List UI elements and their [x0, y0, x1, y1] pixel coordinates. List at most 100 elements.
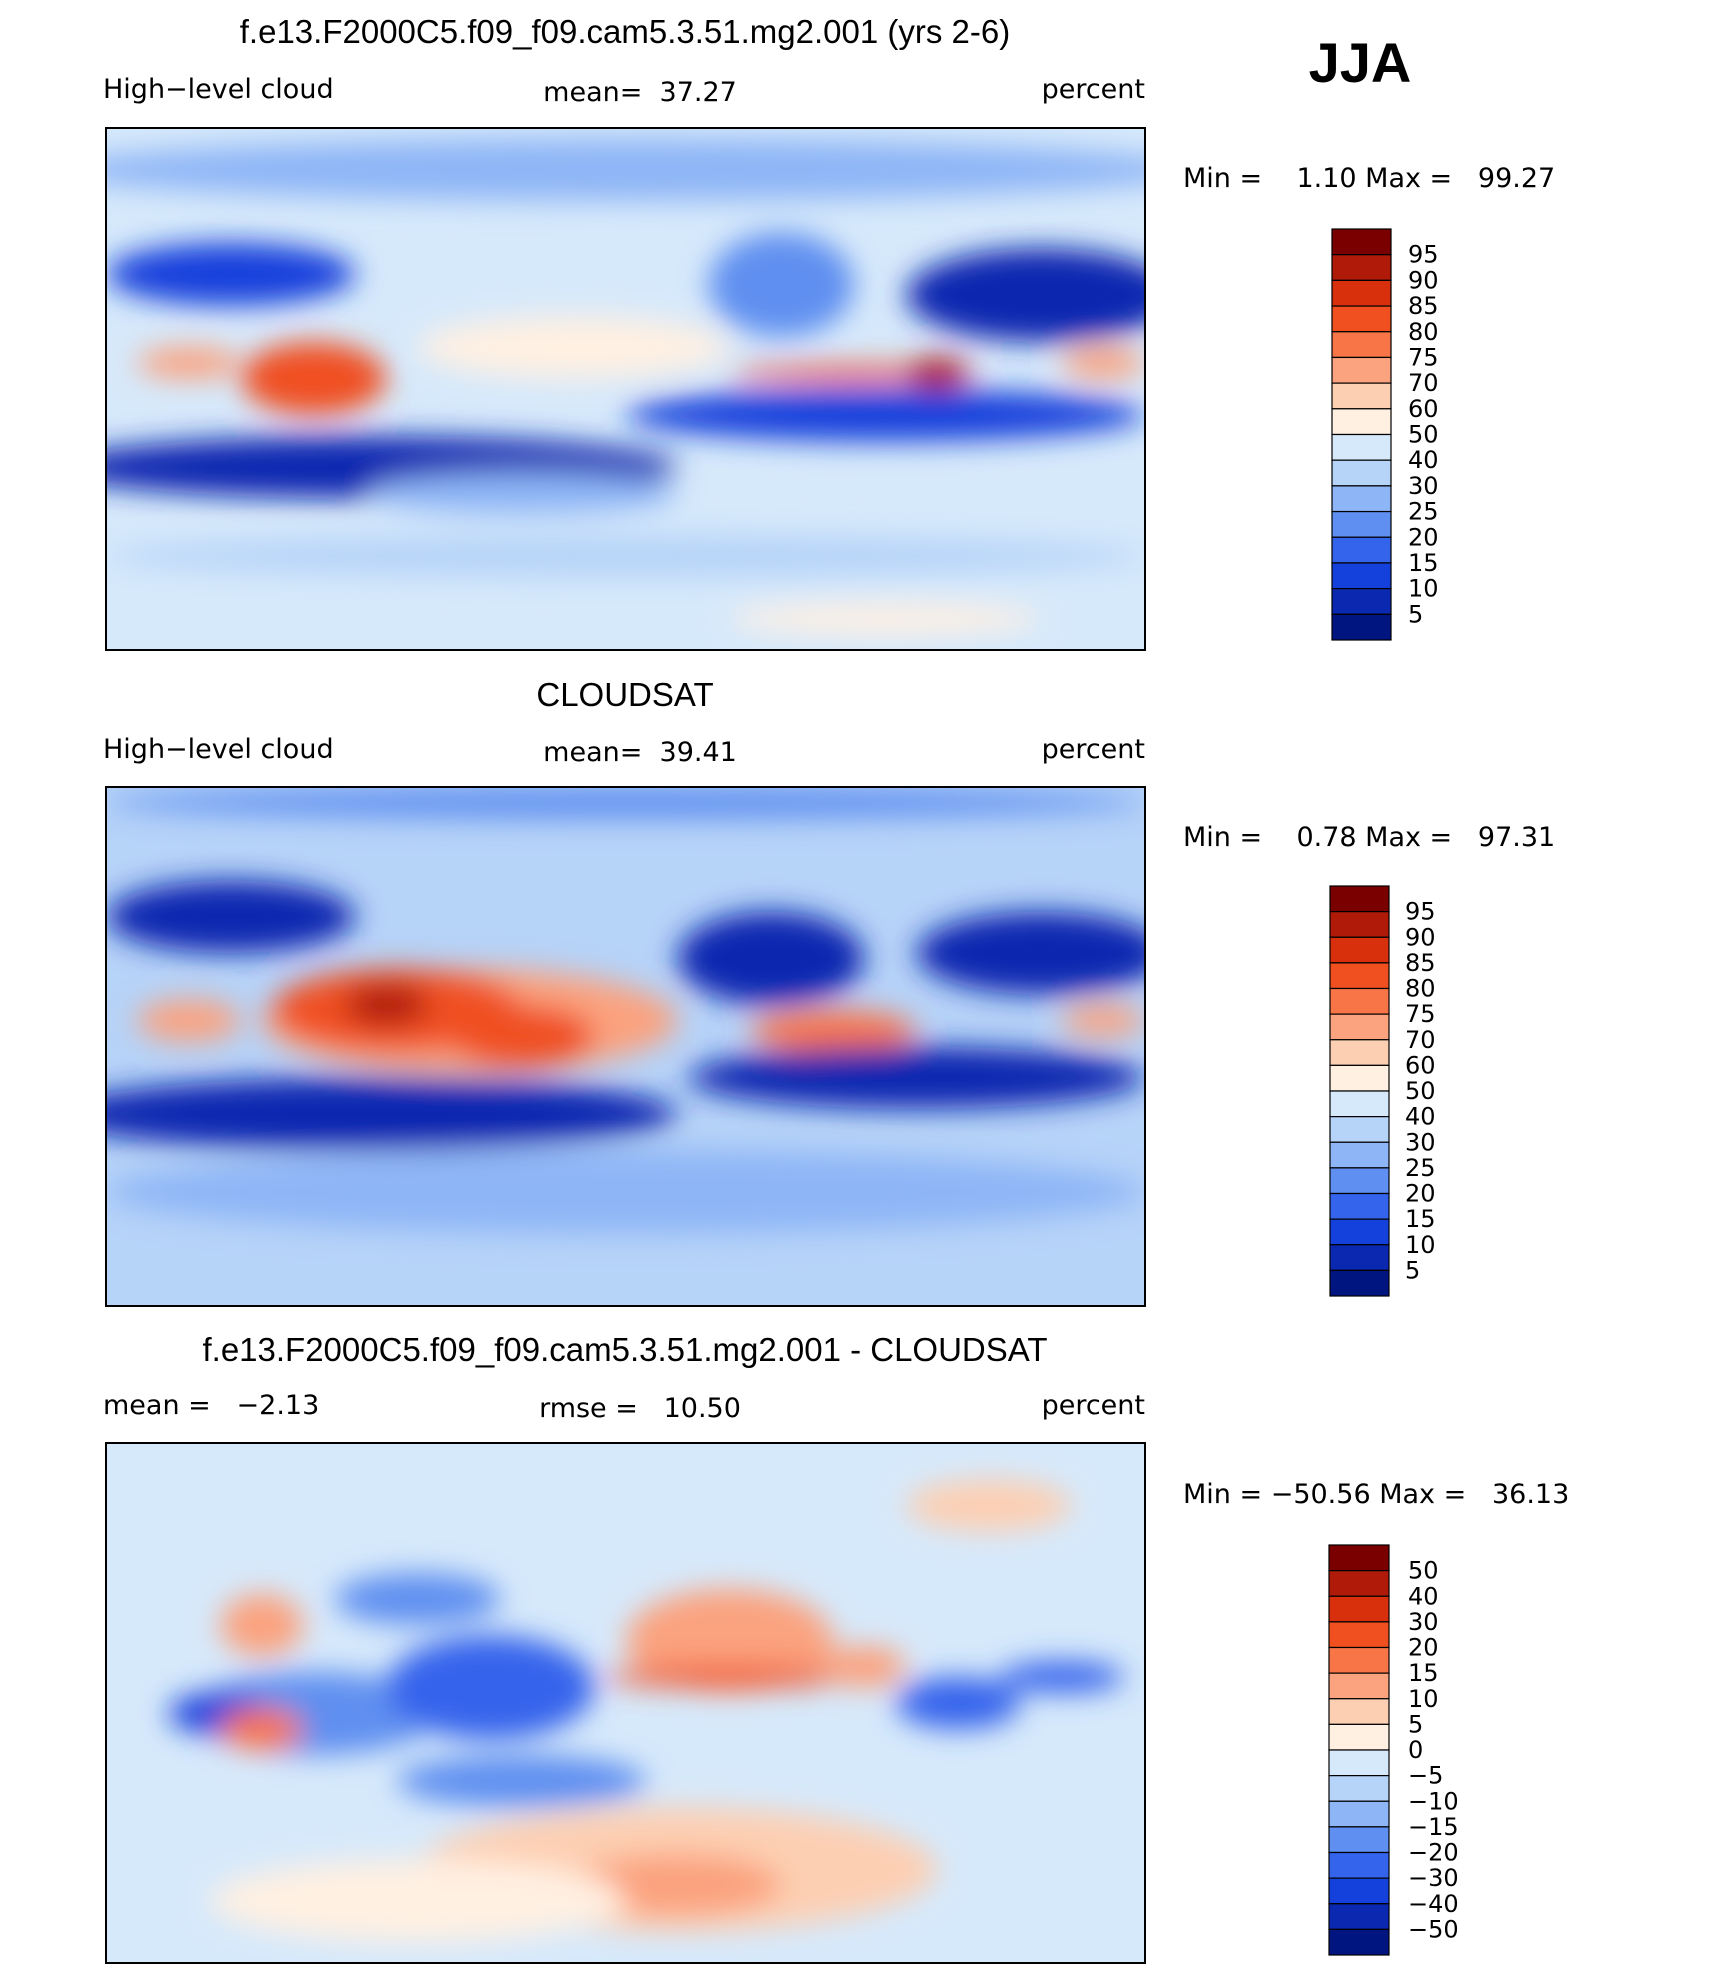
colorbar-box [1328, 1723, 1390, 1751]
min-max: Min = 1.10 Max = 99.27 [1183, 163, 1555, 194]
colorbar-box [1329, 1167, 1390, 1195]
colorbar-box [1328, 1646, 1390, 1674]
field-region [906, 248, 1145, 343]
colorbar-label: 5 [1405, 1256, 1420, 1284]
colorbar-box [1331, 331, 1392, 359]
colorbar-label: 60 [1405, 1051, 1436, 1079]
colorbar-box [1328, 1749, 1390, 1777]
colorbar-box [1331, 305, 1392, 333]
units-label: percent [1042, 1390, 1145, 1421]
field-region [906, 1479, 1073, 1532]
colorbar-label: 75 [1408, 343, 1439, 371]
colorbar-label: −20 [1408, 1839, 1459, 1867]
colorbar-label: −10 [1408, 1787, 1459, 1815]
colorbar-box [1331, 588, 1392, 615]
colorbar-label: 20 [1405, 1180, 1436, 1208]
colorbar-label: 30 [1408, 1608, 1439, 1636]
colorbar-box [1329, 962, 1390, 990]
colorbar-label: 50 [1408, 1557, 1439, 1585]
colorbar-box [1328, 1570, 1390, 1597]
colorbar-box [1331, 382, 1392, 410]
colorbar-label: 15 [1405, 1205, 1436, 1233]
field-region [334, 1573, 501, 1625]
field-region [344, 984, 429, 1026]
colorbar-box [1328, 1800, 1390, 1828]
colorbar-box [1328, 1595, 1390, 1623]
colorbar-box [1328, 1775, 1390, 1802]
left-label: High−level cloud [103, 734, 334, 765]
colorbar-box [1329, 1090, 1390, 1118]
colorbar-box [1331, 562, 1392, 590]
colorbar-box [1329, 911, 1390, 938]
map-field [106, 787, 1145, 1306]
field-region [822, 1645, 907, 1688]
field-region [708, 232, 855, 337]
field-region [106, 242, 356, 306]
field-region [386, 1635, 595, 1740]
colorbar-box [1331, 459, 1392, 487]
colorbar-label: 25 [1408, 498, 1439, 526]
colorbar-box [1331, 485, 1392, 513]
field-region [999, 1661, 1125, 1693]
colorbar-box [1331, 254, 1392, 281]
colorbar-box [1328, 1928, 1390, 1956]
colorbar-label: 75 [1405, 1000, 1436, 1028]
colorbar-label: 40 [1405, 1103, 1436, 1131]
panel-title: f.e13.F2000C5.f09_f09.cam5.3.51.mg2.001 … [202, 1331, 1047, 1368]
field-region [106, 880, 356, 954]
colorbar-box [1329, 1269, 1390, 1297]
colorbar-label: 5 [1408, 600, 1423, 628]
colorbar-box [1329, 1064, 1390, 1092]
field-region [220, 1708, 304, 1750]
colorbar-label: 70 [1408, 369, 1439, 397]
colorbar-box [1328, 1851, 1390, 1879]
field-blobs [106, 787, 1145, 1234]
colorbar-label: 20 [1408, 1634, 1439, 1662]
colorbar-box [1331, 613, 1392, 641]
center-label: mean= 37.27 [543, 77, 737, 108]
center-label: mean= 39.41 [543, 737, 737, 768]
field-region [106, 1077, 678, 1151]
colorbar-box [1329, 1192, 1390, 1220]
field-region [448, 1004, 595, 1068]
colorbar-label: 15 [1408, 549, 1439, 577]
left-label: mean = −2.13 [103, 1390, 319, 1421]
colorbar-box [1331, 356, 1392, 384]
colorbar-label: 10 [1405, 1231, 1436, 1259]
field-blobs [106, 138, 1145, 635]
left-label: High−level cloud [103, 74, 334, 105]
colorbar-label: 10 [1408, 1685, 1439, 1713]
colorbar-label: −30 [1408, 1864, 1459, 1892]
colorbar-box [1328, 1826, 1390, 1854]
colorbar-label: 0 [1408, 1736, 1423, 1764]
colorbar-box [1329, 1218, 1390, 1246]
colorbar-label: −50 [1408, 1915, 1459, 1943]
field-region [417, 315, 730, 379]
colorbar-box [1331, 228, 1392, 256]
field-region [906, 357, 969, 389]
colorbar-label: 80 [1405, 975, 1436, 1003]
colorbar-label: 40 [1408, 446, 1439, 474]
colorbar-label: −15 [1408, 1813, 1459, 1841]
colorbar-label: 10 [1408, 575, 1439, 603]
colorbar-box [1329, 936, 1390, 964]
colorbar-label: 85 [1408, 292, 1439, 320]
colorbar-box [1329, 1039, 1390, 1066]
units-label: percent [1042, 74, 1145, 105]
colorbar-label: 80 [1408, 318, 1439, 346]
colorbar-box [1329, 987, 1390, 1015]
colorbar-box [1329, 1141, 1390, 1169]
map-frame [105, 127, 1146, 651]
colorbar-box [1329, 1116, 1390, 1143]
center-label: rmse = 10.50 [539, 1393, 741, 1424]
field-blobs [168, 1479, 1125, 1943]
field-region [916, 911, 1145, 995]
map-frame [105, 1442, 1146, 1964]
colorbar-label: 15 [1408, 1659, 1439, 1687]
panel-title: f.e13.F2000C5.f09_f09.cam5.3.51.mg2.001 … [240, 13, 1010, 50]
colorbar-label: 90 [1408, 266, 1439, 294]
colorbar-box [1328, 1544, 1390, 1572]
colorbar-label: −40 [1408, 1890, 1459, 1918]
field-region [625, 1588, 834, 1693]
colorbar-box [1328, 1698, 1390, 1725]
